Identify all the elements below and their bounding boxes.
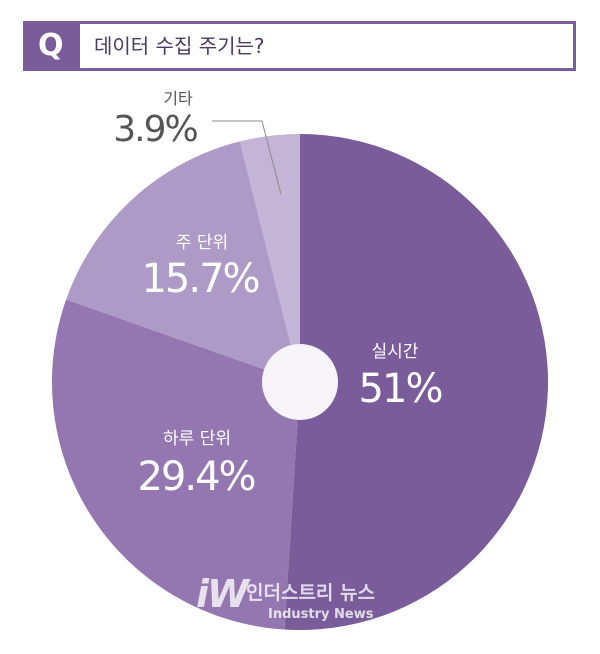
slice-label-weekly: 주 단위 (176, 233, 228, 253)
question-bar: Q 데이터 수집 주기는? (23, 21, 576, 71)
leader-line (212, 120, 282, 195)
slice-other (239, 134, 300, 382)
watermark-subtitle: Industry News (268, 607, 374, 622)
slice-weekly (66, 141, 300, 382)
watermark-name: 인더스트리 뉴스 (246, 582, 375, 604)
pie-slices (52, 134, 549, 630)
question-text: 데이터 수집 주기는? (94, 34, 265, 58)
slice-realtime (284, 134, 549, 630)
slice-labels: 실시간 51% 하루 단위 29.4% 주 단위 15.7% 기타 3.9% (113, 89, 443, 500)
slice-value-daily: 29.4% (137, 454, 254, 500)
watermark-logo: iW (196, 572, 249, 616)
slice-daily (52, 299, 301, 630)
slice-label-other: 기타 (163, 89, 193, 108)
slice-label-realtime: 실시간 (372, 342, 419, 362)
slice-value-other: 3.9% (113, 109, 197, 150)
slice-value-weekly: 15.7% (141, 256, 258, 302)
slice-value-realtime: 51% (359, 366, 442, 412)
question-badge-letter: Q (38, 28, 64, 63)
question-badge: Q (26, 24, 80, 68)
center-hole (262, 344, 338, 420)
slice-label-daily: 하루 단위 (163, 429, 231, 449)
